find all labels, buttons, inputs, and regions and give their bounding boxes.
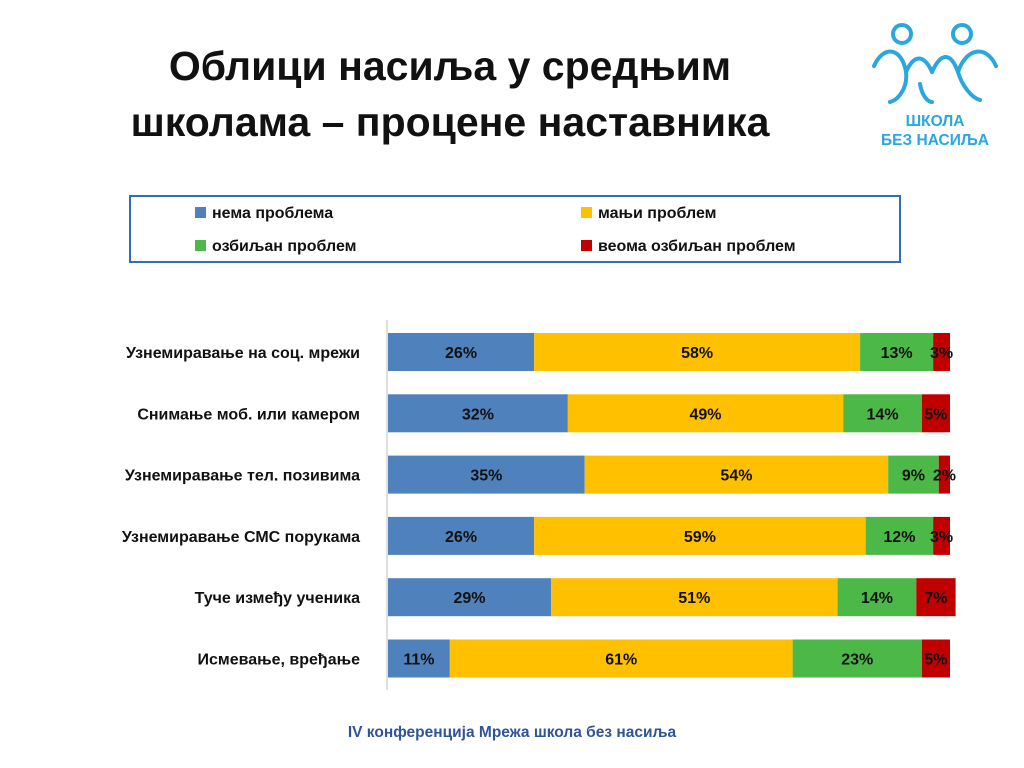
category-label: Исмевање, вређање [197,652,360,669]
category-label: Узнемиравање СМС порукама [122,529,360,546]
bar-segment [388,639,450,678]
bar-segment [865,516,934,555]
legend-swatch [195,240,206,251]
bar-segment [933,333,950,371]
data-label: 3% [930,529,953,546]
bar-segment [388,394,568,433]
data-label: 51% [678,590,710,607]
data-label: 5% [924,652,947,669]
legend-label: нема проблема [212,205,334,222]
stacked-bar-chart: Узнемиравање на соц. мрежи 26% 58% 13% 3% Сни… [122,320,956,690]
data-label: 3% [930,345,953,362]
category-label: Узнемиравање тел. позивима [125,468,360,485]
data-label: 29% [453,590,485,607]
bar-segment [938,455,950,494]
legend-item-no-problem: нема проблема [195,205,333,223]
legend-swatch [581,207,592,218]
data-label: 58% [681,345,713,362]
children-figures-icon [872,23,998,104]
data-label: 9% [902,468,925,485]
bar-segment [567,394,844,433]
data-label: 26% [445,345,477,362]
chart-legend: нема проблема мањи проблем озбиљан пробл… [129,195,901,263]
data-label: 32% [462,406,494,423]
bar-segment [921,394,950,433]
legend-item-serious-problem: озбиљан проблем [195,238,357,256]
data-label: 5% [924,406,947,423]
data-label: 61% [605,652,637,669]
logo-text-line-1: ШКОЛА [905,113,965,130]
bar-segment [933,516,950,555]
data-label: 11% [403,652,434,669]
title-line-1: Облици насиља у средњим [168,43,732,89]
bar-segment [837,578,917,617]
data-label: 13% [881,345,913,362]
bar-segment [388,516,535,555]
data-label: 7% [924,590,947,607]
page-title: Облици насиља у средњим школама – процен… [60,38,840,150]
legend-label: мањи проблем [598,205,717,222]
bar-segment [534,333,861,371]
data-label: 54% [720,468,752,485]
bar-segment [550,578,838,617]
bar-segment [860,333,934,371]
legend-swatch [195,207,206,218]
school-logo [862,14,1008,164]
bar-segment [792,639,922,678]
category-label: Туче између ученика [195,590,361,607]
legend-label: озбиљан проблем [212,238,357,255]
bar-segment [843,394,922,433]
data-label: 14% [867,406,899,423]
data-label: 35% [470,468,502,485]
data-label: 23% [841,652,873,669]
data-label: 14% [861,590,893,607]
legend-item-very-serious-problem: веома озбиљан проблем [581,238,796,256]
data-label: 49% [690,406,722,423]
data-label: 12% [883,529,915,546]
bar-segment [388,455,585,494]
title-line-2: школама – процене наставника [130,99,770,145]
bar-segment [388,578,551,617]
footer-text: IV конференција Мрежа школа без насиља [347,724,677,741]
legend-item-minor-problem: мањи проблем [581,205,716,223]
legend-swatch [581,240,592,251]
bar-segment [888,455,939,494]
bar-segment [449,639,793,678]
bar-segment [388,333,535,371]
data-label: 59% [684,529,716,546]
bar-segment [916,578,956,617]
bar-segment [534,516,866,555]
legend-label: веома озбиљан проблем [598,238,796,255]
logo-text-line-2: БЕЗ НАСИЉА [881,132,989,149]
data-label: 2% [933,468,956,485]
bar-segment [921,639,950,678]
data-label: 26% [445,529,477,546]
category-label: Снимање моб. или камером [137,406,360,423]
bar-segment [584,455,889,494]
category-label: Узнемиравање на соц. мрежи [126,345,360,362]
